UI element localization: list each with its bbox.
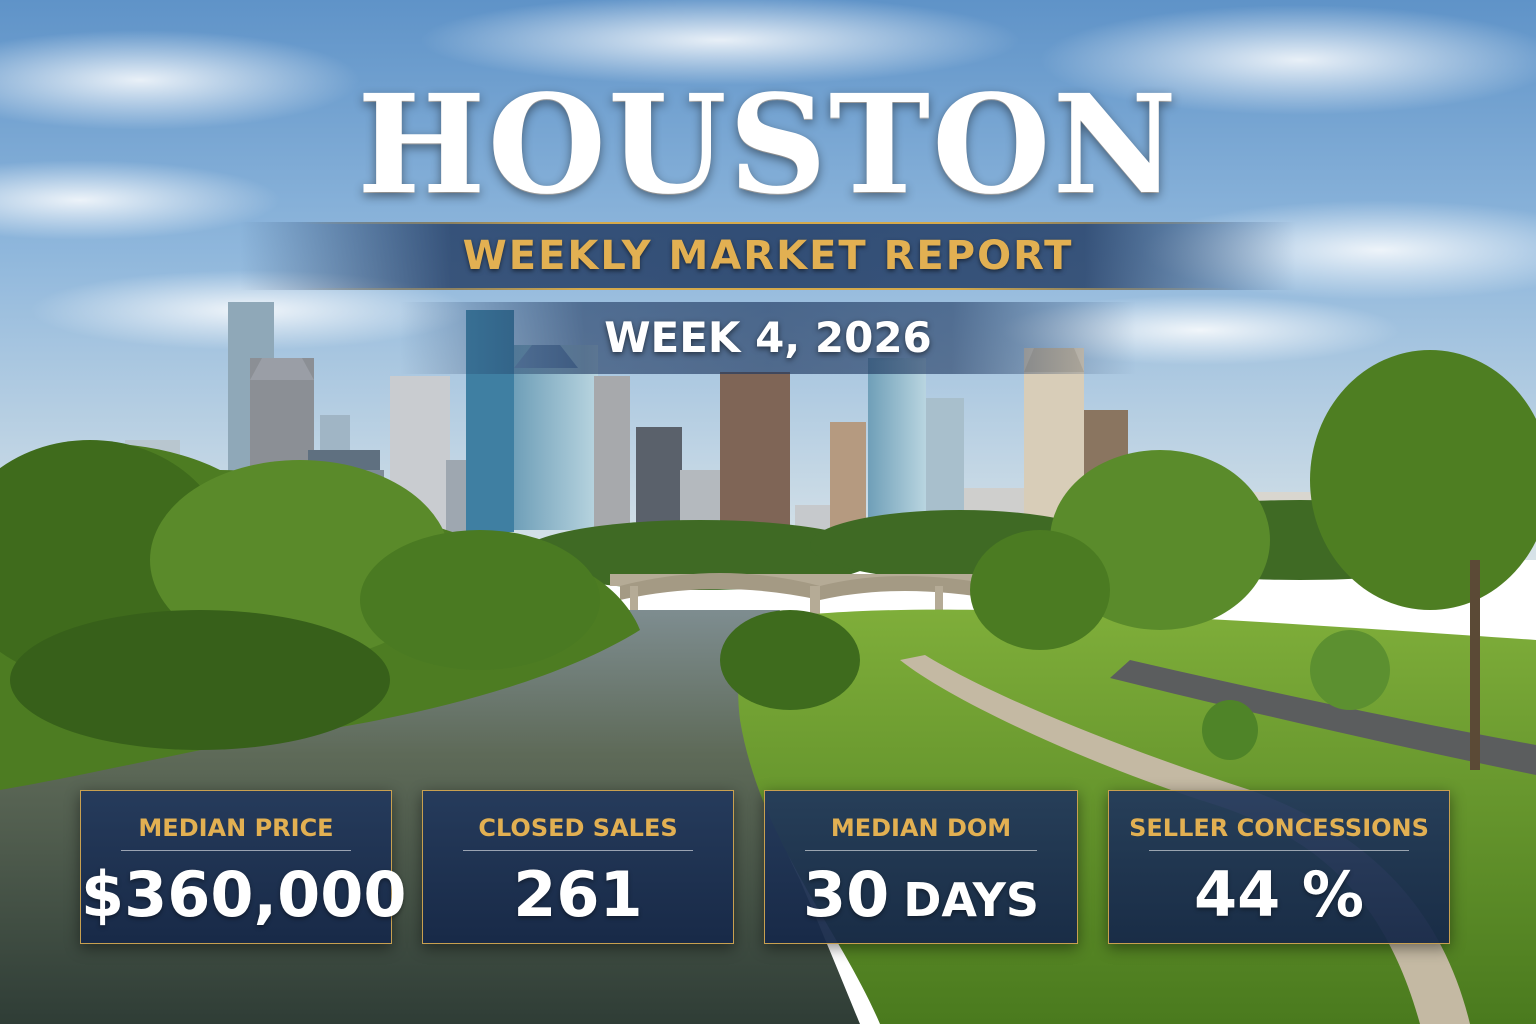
right-bank-trees bbox=[970, 350, 1536, 770]
stat-number: $360,000 bbox=[81, 858, 407, 931]
stat-card-seller-concessions: SELLER CONCESSIONS 44 % bbox=[1108, 790, 1450, 944]
stat-number: 30 bbox=[802, 858, 890, 931]
stat-number: 261 bbox=[513, 858, 643, 931]
stat-divider bbox=[1149, 850, 1409, 851]
stat-label: MEDIAN DOM bbox=[830, 814, 1012, 842]
subtitle-banner bbox=[240, 222, 1296, 290]
stat-card-median-dom: MEDIAN DOM 30 DAYS bbox=[764, 790, 1078, 944]
stat-card-median-price: MEDIAN PRICE $360,000 bbox=[80, 790, 407, 944]
road bbox=[1110, 660, 1536, 775]
stat-label: CLOSED SALES bbox=[478, 814, 678, 842]
stat-value: $360,000 bbox=[81, 857, 407, 933]
stat-value: 30 DAYS bbox=[765, 857, 1077, 938]
stat-card-closed-sales: CLOSED SALES 261 bbox=[422, 790, 734, 944]
stat-unit: DAYS bbox=[903, 873, 1040, 927]
stat-number: 44 % bbox=[1194, 858, 1364, 931]
stat-value: 261 bbox=[423, 857, 733, 933]
arch-bridge bbox=[610, 573, 1000, 630]
stat-value: 44 % bbox=[1109, 857, 1449, 933]
week-banner bbox=[400, 302, 1136, 374]
city-title: HOUSTON bbox=[357, 65, 1179, 225]
banner-bottom-rule bbox=[300, 288, 1236, 290]
stat-divider bbox=[805, 850, 1037, 851]
stat-divider bbox=[121, 850, 351, 851]
stat-label: SELLER CONCESSIONS bbox=[1129, 814, 1429, 842]
left-bank-trees bbox=[0, 440, 640, 790]
stat-label: MEDIAN PRICE bbox=[138, 814, 334, 842]
stat-divider bbox=[463, 850, 693, 851]
report-title: WEEKLY MARKET REPORT bbox=[462, 233, 1074, 279]
report-period: WEEK 4, 2026 bbox=[604, 313, 932, 362]
walking-path bbox=[900, 655, 1470, 1024]
banner-top-rule bbox=[300, 222, 1236, 224]
